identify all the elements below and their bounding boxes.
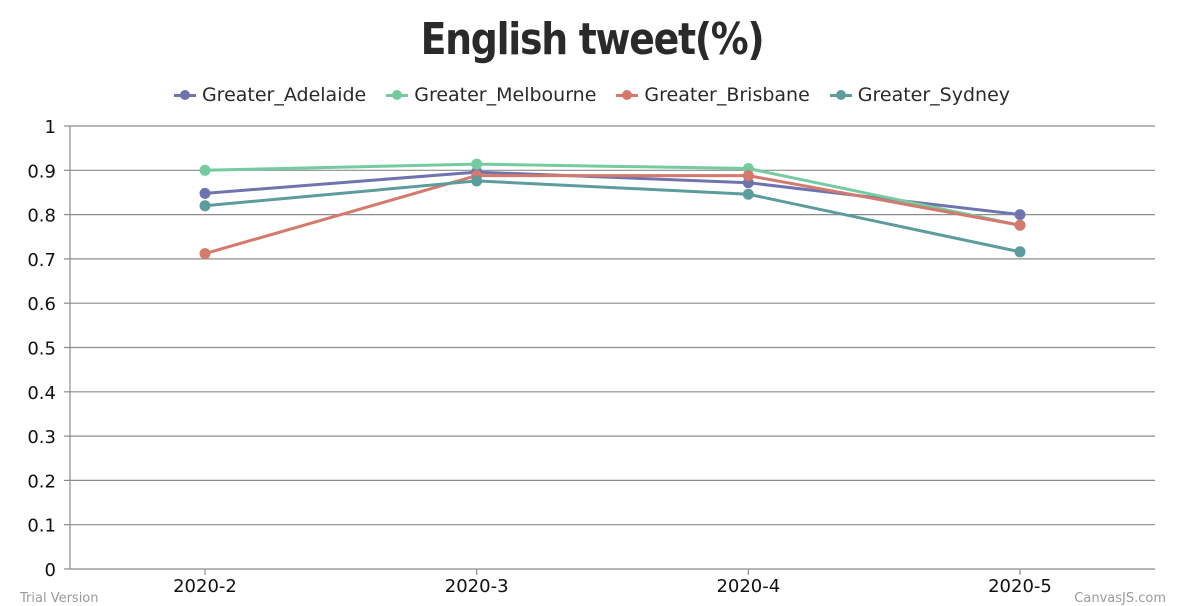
x-tick-label: 2020-3 <box>445 576 509 597</box>
data-point <box>1014 246 1026 258</box>
legend-label: Greater_Sydney <box>857 84 1011 106</box>
y-tick-label: 0.6 <box>27 294 56 315</box>
data-point <box>199 164 211 176</box>
legend-label: Greater_Brisbane <box>644 84 810 106</box>
data-point <box>199 200 211 212</box>
y-tick-label: 0.5 <box>27 339 56 360</box>
legend-marker-icon <box>386 88 409 102</box>
y-tick-label: 0 <box>45 560 56 581</box>
y-tick-label: 0.9 <box>27 161 56 182</box>
legend: Greater_Adelaide Greater_Melbourne Greater… <box>0 84 1184 106</box>
chart-title: English tweet(%) <box>420 14 765 65</box>
legend-marker-icon <box>616 88 639 102</box>
legend-item[interactable]: Greater_Melbourne <box>386 84 596 106</box>
watermark-left: Trial Version <box>20 591 99 606</box>
data-point <box>1014 219 1026 231</box>
y-tick-label: 0.4 <box>27 383 56 404</box>
series-line <box>204 174 1021 256</box>
data-point <box>199 248 211 260</box>
y-tick-label: 0.8 <box>27 206 56 227</box>
data-point <box>1014 209 1026 221</box>
x-tick-label: 2020-5 <box>988 576 1052 597</box>
x-tick-label: 2020-2 <box>173 576 237 597</box>
data-point <box>471 158 483 170</box>
x-tick-label: 2020-4 <box>716 576 780 597</box>
legend-label: Greater_Adelaide <box>201 84 367 106</box>
data-point <box>742 188 754 200</box>
legend-item[interactable]: Greater_Brisbane <box>616 84 810 106</box>
y-tick-label: 0.1 <box>27 516 56 537</box>
y-tick-label: 0.3 <box>27 427 56 448</box>
data-point <box>742 170 754 182</box>
legend-item[interactable]: Greater_Sydney <box>829 84 1011 106</box>
watermark-right: CanvasJS.com <box>1074 591 1166 606</box>
series-line <box>204 162 1021 227</box>
legend-marker-icon <box>173 88 196 102</box>
y-tick-label: 1 <box>45 117 56 138</box>
series-line <box>204 179 1021 254</box>
legend-label: Greater_Melbourne <box>414 84 597 106</box>
data-point <box>471 175 483 187</box>
data-point <box>199 187 211 199</box>
series-line <box>204 170 1021 217</box>
legend-marker-icon <box>829 88 852 102</box>
y-tick-label: 0.7 <box>27 250 56 271</box>
legend-item[interactable]: Greater_Adelaide <box>173 84 367 106</box>
y-tick-label: 0.2 <box>27 471 56 492</box>
